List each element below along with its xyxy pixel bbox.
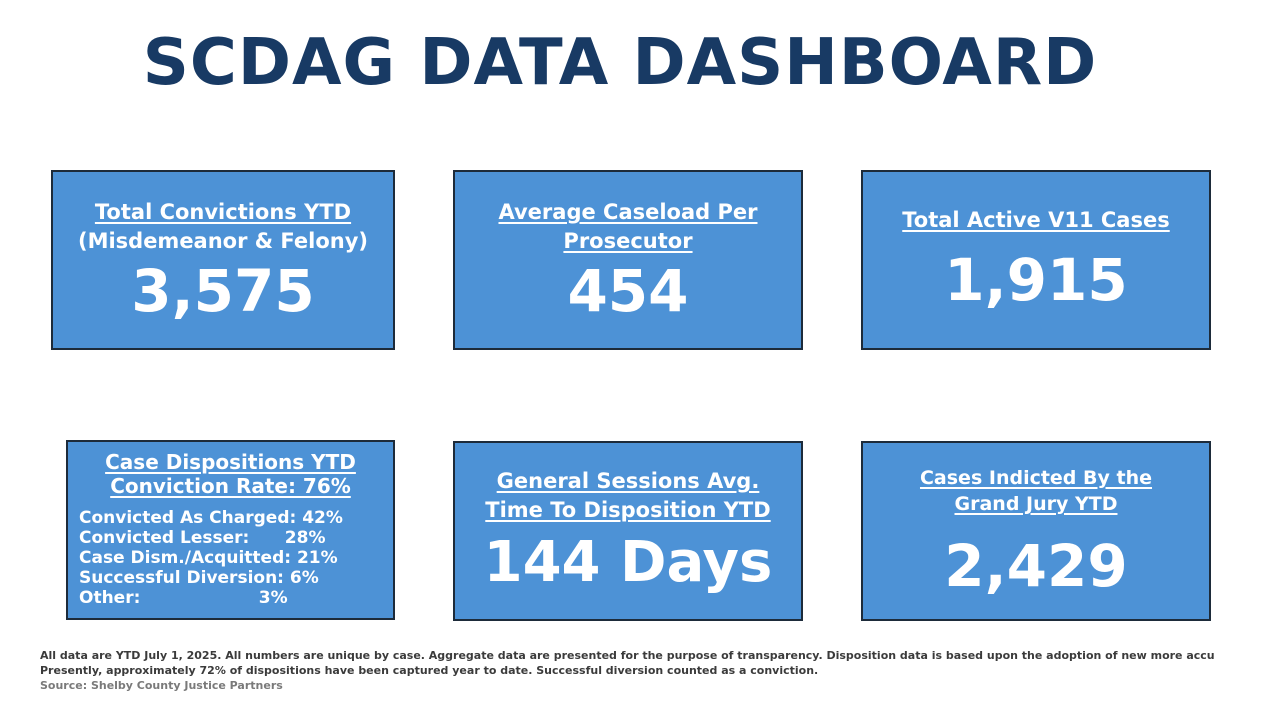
disposition-item: Successful Diversion: 6% xyxy=(79,568,319,588)
cases-indicted-value: 2,429 xyxy=(944,532,1128,600)
active-v11-cases-card: Total Active V11 Cases 1,915 xyxy=(861,170,1211,350)
general-sessions-card: General Sessions Avg. Time To Dispositio… xyxy=(453,441,803,621)
cases-indicted-card: Cases Indicted By the Grand Jury YTD 2,4… xyxy=(861,441,1211,621)
disposition-item: Case Dism./Acquitted: 21% xyxy=(79,548,338,568)
disposition-item: Convicted As Charged: 42% xyxy=(79,508,343,528)
footnote-line2: Presently, approximately 72% of disposit… xyxy=(40,664,819,677)
total-convictions-subheading: (Misdemeanor & Felony) xyxy=(77,229,369,253)
active-v11-cases-value: 1,915 xyxy=(944,246,1128,314)
cases-indicted-heading-line1: Cases Indicted By the xyxy=(919,467,1153,489)
disposition-item: Convicted Lesser: 28% xyxy=(79,528,326,548)
footnote-source: Source: Shelby County Justice Partners xyxy=(40,679,283,692)
footnote: All data are YTD July 1, 2025. All numbe… xyxy=(40,648,1280,693)
case-dispositions-card: Case Dispositions YTD Conviction Rate: 7… xyxy=(66,440,395,620)
conviction-rate-heading: Conviction Rate: 76% xyxy=(110,474,351,498)
dispositions-list: Convicted As Charged: 42% Convicted Less… xyxy=(79,508,393,608)
general-sessions-heading-line2: Time To Disposition YTD xyxy=(485,498,771,522)
cases-indicted-heading-line2: Grand Jury YTD xyxy=(954,493,1118,515)
general-sessions-heading-line1: General Sessions Avg. xyxy=(496,469,760,493)
total-convictions-value: 3,575 xyxy=(131,257,315,325)
average-caseload-heading-line2: Prosecutor xyxy=(563,229,693,253)
total-convictions-heading: Total Convictions YTD xyxy=(94,200,352,224)
average-caseload-value: 454 xyxy=(567,257,689,325)
active-v11-cases-heading: Total Active V11 Cases xyxy=(902,208,1170,232)
average-caseload-card: Average Caseload Per Prosecutor 454 xyxy=(453,170,803,350)
footnote-line1: All data are YTD July 1, 2025. All numbe… xyxy=(40,649,1215,662)
average-caseload-heading-line1: Average Caseload Per xyxy=(498,200,758,224)
page-title: SCDAG DATA DASHBOARD xyxy=(142,26,1098,100)
total-convictions-card: Total Convictions YTD (Misdemeanor & Fel… xyxy=(51,170,395,350)
case-dispositions-heading: Case Dispositions YTD xyxy=(105,450,356,474)
general-sessions-value: 144 Days xyxy=(483,530,773,595)
disposition-item: Other: 3% xyxy=(79,588,288,608)
